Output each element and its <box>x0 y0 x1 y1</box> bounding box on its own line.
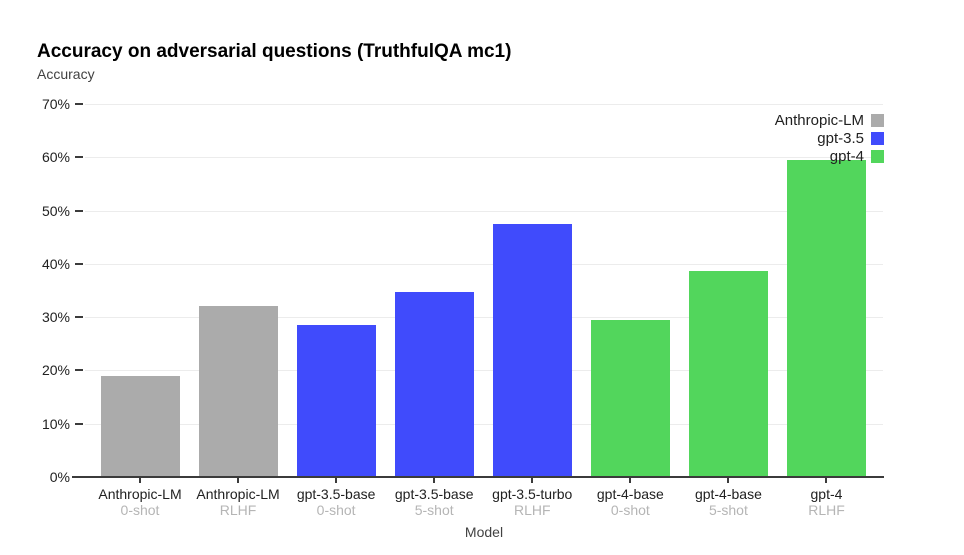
legend-swatch <box>871 149 884 163</box>
x-axis-title: Model <box>464 524 504 540</box>
x-tick-label-variant: 0-shot <box>316 502 356 518</box>
gridline <box>85 104 883 105</box>
gridline <box>85 210 883 212</box>
x-tick-label: gpt-3.5-base 0-shot <box>271 486 401 518</box>
y-axis-title: Accuracy <box>37 66 95 82</box>
legend-label: gpt-3.5 <box>817 129 864 147</box>
x-tick-label: gpt-3.5-base 5-shot <box>369 486 499 518</box>
y-tick-label: 0% <box>49 469 70 485</box>
x-tick-label-variant: RLHF <box>219 502 257 518</box>
y-axis-tick <box>75 422 83 425</box>
x-tick-label: Anthropic-LM 0-shot <box>75 486 205 518</box>
y-tick-label: 60% <box>41 149 70 166</box>
chart-title: Accuracy on adversarial questions (Truth… <box>37 41 512 62</box>
x-axis-tick <box>727 477 730 483</box>
x-axis-line <box>72 476 884 478</box>
legend-item-gpt-4: gpt-4 <box>775 147 884 165</box>
x-axis-tick <box>237 477 240 483</box>
gridline <box>85 370 883 372</box>
bar-gpt-3.5-turbo-RLHF <box>492 224 572 477</box>
x-axis-tick <box>433 477 436 483</box>
x-tick-label: Anthropic-LM RLHF <box>173 486 303 518</box>
x-axis-tick <box>139 477 141 483</box>
legend: Anthropic-LM gpt-3.5 gpt-4 <box>775 111 884 165</box>
x-tick-label-variant: 0-shot <box>610 502 650 518</box>
legend-swatch <box>871 113 884 127</box>
legend-swatch <box>871 131 884 145</box>
x-tick-label-variant: RLHF <box>808 502 845 518</box>
x-axis-tick <box>825 477 828 483</box>
bar-gpt-4-base-0-shot <box>590 319 670 477</box>
x-axis-tick <box>531 477 534 483</box>
y-tick-label: 20% <box>41 362 70 379</box>
y-axis-tick <box>75 156 83 159</box>
y-tick-label: 30% <box>41 309 70 326</box>
legend-label: Anthropic-LM <box>774 111 864 129</box>
x-tick-label-variant: 5-shot <box>708 502 748 518</box>
gridline <box>85 423 883 425</box>
x-tick-label-model: gpt-4 <box>810 486 843 502</box>
x-tick-label: gpt-4-base 0-shot <box>565 486 695 518</box>
bar-gpt-4-base-5-shot <box>688 270 768 477</box>
bar-gpt-3.5-base-0-shot <box>296 325 376 477</box>
bar-Anthropic-LM-0-shot <box>100 375 180 477</box>
x-tick-label: gpt-4 RLHF <box>761 486 891 518</box>
x-tick-label-model: gpt-3.5-turbo <box>492 486 573 502</box>
x-axis-tick <box>629 477 632 483</box>
bar-gpt-3.5-base-5-shot <box>394 292 474 477</box>
x-tick-label-variant: 5-shot <box>414 502 454 518</box>
y-tick-label: 10% <box>41 415 70 432</box>
gridline <box>85 157 883 159</box>
x-tick-label-model: gpt-4-base <box>596 486 664 502</box>
x-tick-label: gpt-3.5-turbo RLHF <box>467 486 597 518</box>
y-axis-tick <box>75 369 83 372</box>
y-tick-label: 40% <box>41 255 70 272</box>
y-tick-label: 70% <box>41 96 70 112</box>
y-tick-label: 50% <box>41 202 70 219</box>
x-tick-label-variant: 0-shot <box>120 502 160 518</box>
x-tick-label-model: gpt-4-base <box>694 486 762 502</box>
y-axis-tick <box>75 209 83 212</box>
x-tick-label-model: Anthropic-LM <box>98 486 182 502</box>
x-tick-label-model: Anthropic-LM <box>196 486 280 502</box>
gridline <box>85 317 883 319</box>
bar-gpt-4-RLHF <box>786 159 866 477</box>
legend-item-gpt-3.5: gpt-3.5 <box>775 129 884 147</box>
x-tick-label-model: gpt-3.5-base <box>296 486 376 502</box>
legend-item-Anthropic-LM: Anthropic-LM <box>775 111 884 129</box>
x-tick-label-variant: RLHF <box>513 502 551 518</box>
y-axis-tick <box>75 316 83 319</box>
y-axis-tick <box>75 262 83 265</box>
legend-label: gpt-4 <box>829 147 864 165</box>
bar-Anthropic-LM-RLHF <box>198 306 278 477</box>
gridline <box>85 263 883 265</box>
y-axis-tick <box>75 103 83 105</box>
x-axis-tick <box>335 477 338 483</box>
x-tick-label-model: gpt-3.5-base <box>394 486 474 502</box>
x-tick-label: gpt-4-base 5-shot <box>663 486 793 518</box>
